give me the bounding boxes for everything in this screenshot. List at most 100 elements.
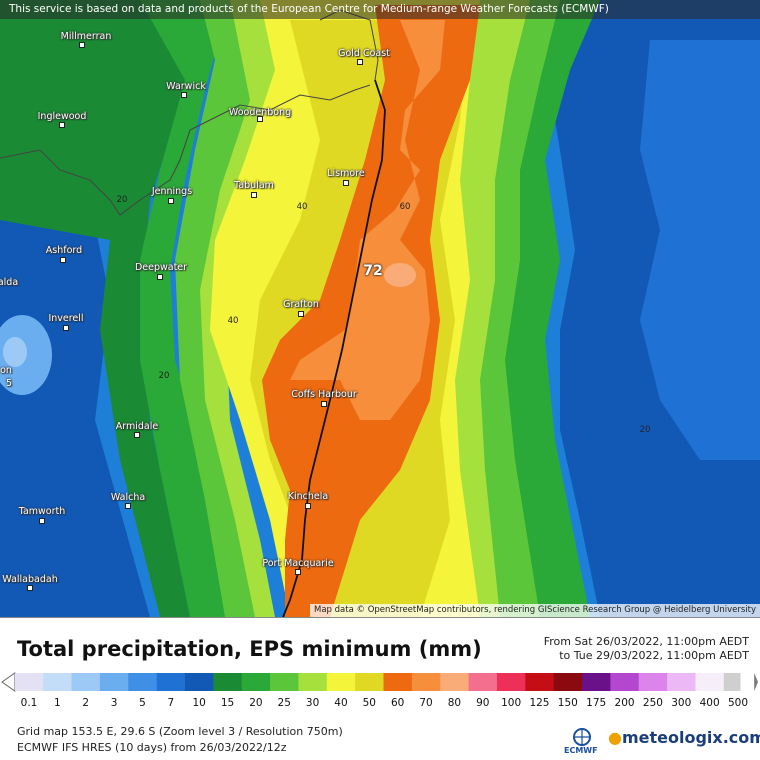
city-marker — [79, 42, 85, 48]
city-label: Deepwater — [134, 262, 188, 273]
legend-ticks: 0.1 1 2 3 5 7 10 15 20 25 30 40 50 60 70 80 90 100 125 150 1… — [0, 697, 760, 711]
legend-tick-label: 125 — [529, 697, 550, 709]
legend-tick-label: 7 — [167, 697, 175, 709]
legend-swatch — [411, 673, 441, 691]
city-label: Woodenbong — [228, 107, 292, 118]
city-label: Grafton — [283, 299, 319, 310]
legend-swatch — [14, 673, 44, 691]
legend-tick-label: 250 — [642, 697, 663, 709]
city-marker — [251, 192, 257, 198]
contour-label: 40 — [227, 316, 239, 326]
contour-label: 20 — [158, 371, 170, 381]
ecmwf-notice-banner: This service is based on data and produc… — [0, 0, 760, 19]
legend-tick-label: 80 — [447, 697, 462, 709]
legend-swatch — [326, 673, 356, 691]
time-range-to: to Tue 29/03/2022, 11:00pm AEDT — [559, 649, 749, 662]
city-marker — [357, 59, 363, 65]
legend-tick-label: 90 — [476, 697, 490, 709]
color-legend — [0, 671, 760, 711]
city-label: Inglewood — [37, 111, 87, 122]
legend-tick-label: 30 — [305, 697, 320, 709]
map-attribution[interactable]: Map data © OpenStreetMap contributors, r… — [310, 604, 760, 617]
legend-swatch — [695, 673, 725, 691]
city-marker — [305, 503, 311, 509]
legend-swatch — [638, 673, 668, 691]
legend-swatch — [553, 673, 583, 691]
legend-swatch — [440, 673, 470, 691]
maximum-value-label: 72 — [363, 263, 383, 279]
edge-label: on — [0, 365, 12, 376]
legend-tick-label: 70 — [419, 697, 433, 709]
legend-tick-label: 40 — [334, 697, 348, 709]
city-marker — [63, 325, 69, 331]
legend-swatch — [468, 673, 498, 691]
city-marker — [321, 401, 327, 407]
ecmwf-logo-icon — [573, 728, 591, 746]
legend-swatch — [667, 673, 696, 691]
legend-swatch — [99, 673, 129, 691]
grid-info: Grid map 153.5 E, 29.6 S (Zoom level 3 /… — [17, 725, 343, 738]
legend-tick-label: 0.1 — [20, 697, 38, 709]
legend-tick-label: 175 — [586, 697, 607, 709]
legend-tick-label: 300 — [671, 697, 692, 709]
legend-swatch — [71, 673, 101, 691]
city-marker — [157, 274, 163, 280]
city-label: Warwick — [166, 81, 206, 92]
legend-tick-label: 60 — [390, 697, 405, 709]
legend-swatch — [355, 673, 384, 691]
city-label: Inverell — [48, 313, 84, 324]
city-label: Walcha — [110, 492, 146, 503]
legend-swatch — [43, 673, 73, 691]
legend-tick-label: 400 — [699, 697, 720, 709]
map-title: Total precipitation, EPS minimum (mm) — [17, 637, 482, 661]
city-marker — [257, 116, 263, 122]
legend-swatch — [241, 673, 271, 691]
brand-icon: ● — [608, 728, 622, 747]
precipitation-map[interactable]: This service is based on data and produc… — [0, 0, 760, 617]
city-label: Tamworth — [18, 506, 66, 517]
contour-label: 20 — [116, 195, 128, 205]
legend-swatch — [525, 673, 555, 691]
legend-tick-label: 50 — [362, 697, 376, 709]
legend-swatch — [213, 673, 243, 691]
legend-swatch — [298, 673, 328, 691]
meteologix-logo[interactable]: ●meteologix.com — [608, 728, 760, 747]
city-label: Tabulam — [234, 180, 274, 191]
city-marker — [295, 569, 301, 575]
city-marker — [59, 122, 65, 128]
legend-tick-label: 5 — [139, 697, 146, 709]
city-label: Millmerran — [60, 31, 112, 42]
contour-label: 40 — [296, 202, 308, 212]
city-marker — [168, 198, 174, 204]
city-label: Kinchela — [287, 491, 329, 502]
city-label: Ashford — [45, 245, 83, 256]
model-run-info: ECMWF IFS HRES (10 days) from 26/03/2022… — [17, 741, 287, 754]
legend-tick-label: 1 — [54, 697, 61, 709]
city-marker — [125, 503, 131, 509]
city-marker — [39, 518, 45, 524]
city-marker — [60, 257, 66, 263]
legend-swatch — [270, 673, 299, 691]
city-marker — [298, 311, 304, 317]
ecmwf-logo-text: ECMWF — [564, 746, 598, 755]
city-label: Port Macquarie — [262, 558, 334, 569]
legend-tick-label: 200 — [614, 697, 635, 709]
city-marker — [343, 180, 349, 186]
city-marker — [134, 432, 140, 438]
city-label: Gold Coast — [338, 48, 390, 59]
legend-left-arrow — [1, 672, 16, 692]
city-marker — [27, 585, 33, 591]
legend-tick-label: 500 — [727, 697, 749, 709]
legend-swatch — [582, 673, 611, 691]
legend-tick-label: 100 — [501, 697, 522, 709]
city-label: Coffs Harbour — [291, 389, 357, 400]
legend-swatch — [496, 673, 526, 691]
city-label: Jennings — [151, 186, 193, 197]
legend-tick-label: 3 — [110, 697, 118, 709]
legend-right-arrow — [754, 673, 758, 691]
legend-tick-label: 2 — [82, 697, 90, 709]
legend-swatch — [184, 673, 214, 691]
city-label: Wallabadah — [2, 574, 58, 585]
legend-tick-label: 25 — [277, 697, 291, 709]
edge-label: 5 — [5, 378, 13, 389]
